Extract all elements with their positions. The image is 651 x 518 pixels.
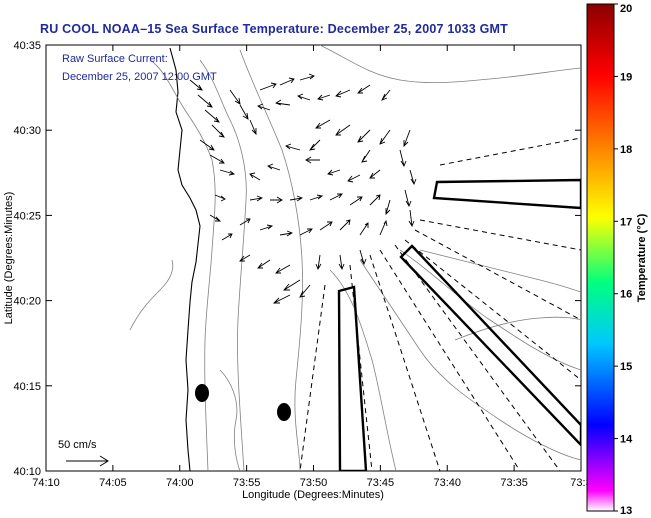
current-vectors	[189, 73, 417, 304]
colorbar-tick-label: 13	[620, 505, 632, 517]
y-axis-ticks: 40:35 40:30 40:25 40:20 40:15 40:10	[13, 40, 581, 478]
inset-line-2: December 25, 2007 12:00 GMT	[62, 71, 217, 83]
colorbar	[586, 3, 615, 512]
x-tick-label: 73:3	[570, 477, 591, 489]
x-tick-label: 73:40	[433, 477, 461, 489]
scale-label: 50 cm/s	[58, 439, 97, 451]
colorbar-tick-label: 17	[620, 216, 632, 228]
beam-southeast	[399, 244, 581, 447]
y-tick-label: 40:20	[13, 296, 41, 308]
x-tick-label: 74:00	[166, 477, 194, 489]
x-axis-ticks: 74:10 74:05 74:00 73:55 73:50 73:45 73:40 73:35…	[32, 45, 592, 489]
x-tick-label: 73:50	[300, 477, 328, 489]
x-axis-label: Longitude (Degrees:Minutes)	[242, 489, 384, 501]
colorbar-tick-label: 15	[620, 361, 632, 373]
map-content	[66, 45, 581, 471]
scale-arrow	[66, 455, 109, 467]
radar-beam-lines	[299, 137, 581, 471]
y-axis-label: Latitude (Degrees:Minutes)	[3, 192, 15, 325]
radar-site-1	[195, 384, 209, 402]
colorbar-tick-label: 16	[620, 289, 632, 301]
radar-beams	[337, 178, 581, 471]
beam-east	[432, 178, 581, 210]
y-tick-label: 40:10	[13, 466, 41, 478]
colorbar-tick-label: 18	[620, 144, 632, 156]
x-tick-label: 73:45	[367, 477, 395, 489]
inset-line-1: Raw Surface Current:	[62, 53, 168, 65]
plot-frame	[45, 44, 582, 472]
colorbar-ticks: 20 19 18 17 16 15 14 13	[614, 3, 633, 517]
x-tick-label: 73:55	[233, 477, 261, 489]
x-tick-label: 74:10	[32, 477, 60, 489]
radar-site-2	[277, 403, 291, 421]
colorbar-tick-label: 14	[620, 434, 633, 446]
colorbar-tick-label: 19	[620, 71, 632, 83]
y-tick-label: 40:25	[13, 210, 41, 222]
x-tick-label: 74:05	[99, 477, 127, 489]
y-tick-label: 40:30	[13, 125, 41, 137]
beam-south	[337, 285, 368, 471]
colorbar-tick-label: 20	[620, 3, 632, 15]
y-tick-label: 40:15	[13, 381, 41, 393]
y-tick-label: 40:35	[13, 40, 41, 52]
x-tick-label: 73:35	[500, 477, 528, 489]
colorbar-label: Temperature (°C)	[636, 213, 648, 302]
map-title: RU COOL NOAA–15 Sea Surface Temperature:…	[40, 22, 508, 36]
bathymetry-contours	[129, 45, 581, 471]
coastline	[169, 47, 201, 471]
